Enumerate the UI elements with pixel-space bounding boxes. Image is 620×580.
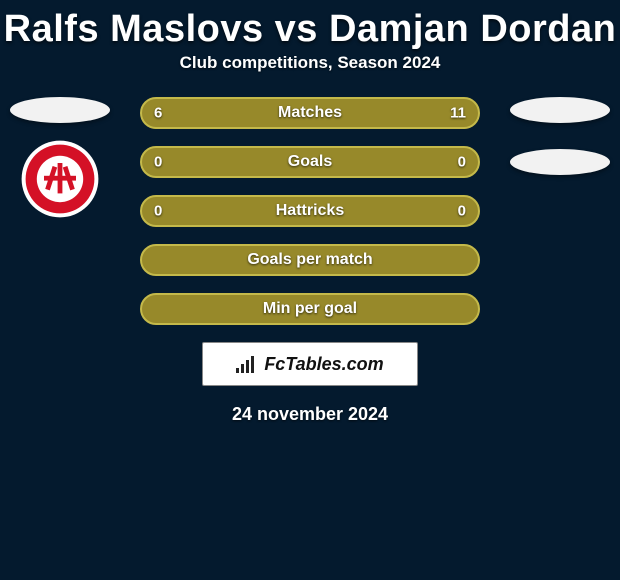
stat-label: Goals <box>288 153 332 171</box>
stat-label: Matches <box>278 104 342 122</box>
page-title: Ralfs Maslovs vs Damjan Dordan <box>0 0 620 53</box>
stat-label: Min per goal <box>263 300 357 318</box>
brand-signal-icon <box>236 355 258 373</box>
stat-right-value: 11 <box>450 105 466 122</box>
player-right-oval-1 <box>510 97 610 123</box>
stat-label: Goals per match <box>247 251 372 269</box>
date-label: 24 november 2024 <box>0 404 620 425</box>
stat-left-value: 0 <box>154 154 162 171</box>
club-badge-left <box>20 139 100 219</box>
brand-label: FcTables.com <box>264 354 383 375</box>
stat-bars: 6 Matches 11 0 Goals 0 0 Hattricks 0 Goa… <box>140 97 480 325</box>
stat-label: Hattricks <box>276 202 344 220</box>
stat-bar-goals-per-match: Goals per match <box>140 244 480 276</box>
stat-bar-hattricks: 0 Hattricks 0 <box>140 195 480 227</box>
player-right-oval-2 <box>510 149 610 175</box>
stat-bar-min-per-goal: Min per goal <box>140 293 480 325</box>
stat-left-value: 6 <box>154 105 162 122</box>
brand-box[interactable]: FcTables.com <box>202 342 418 386</box>
stat-bar-goals: 0 Goals 0 <box>140 146 480 178</box>
stat-right-value: 0 <box>458 203 466 220</box>
stat-left-value: 0 <box>154 203 162 220</box>
stat-bar-matches: 6 Matches 11 <box>140 97 480 129</box>
player-left-oval <box>10 97 110 123</box>
comparison-arena: 6 Matches 11 0 Goals 0 0 Hattricks 0 Goa… <box>0 97 620 425</box>
stat-right-value: 0 <box>458 154 466 171</box>
page-subtitle: Club competitions, Season 2024 <box>0 53 620 97</box>
